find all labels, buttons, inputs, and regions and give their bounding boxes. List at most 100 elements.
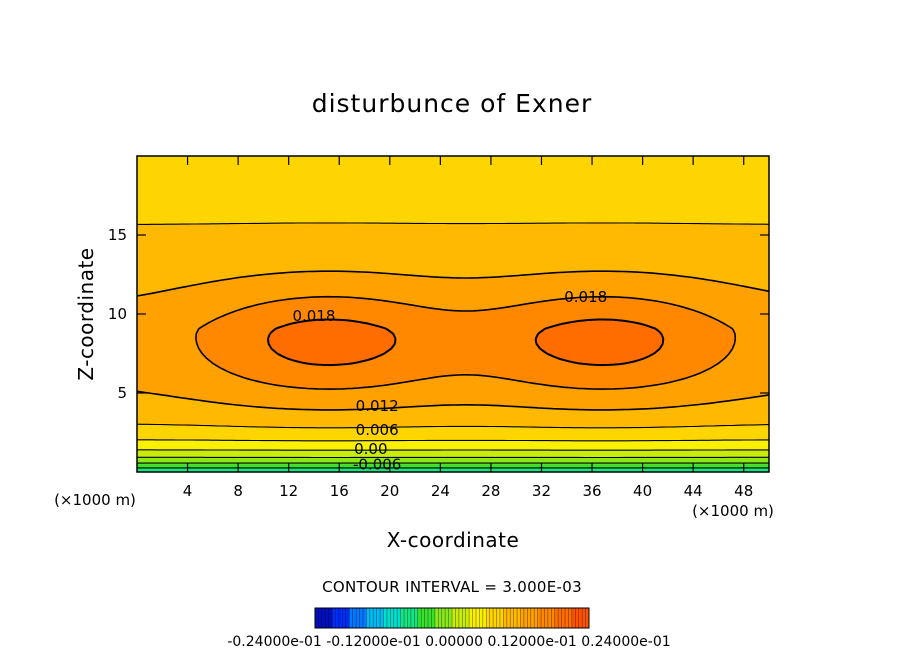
contour-line (267, 318, 665, 366)
contour-line (137, 270, 769, 411)
colorbar-frame (314, 607, 590, 629)
colorbar-cell (530, 608, 535, 628)
colorbar-cell (441, 608, 446, 628)
colorbar-cell (410, 608, 415, 628)
y-unit-note: (×1000 m) (692, 502, 774, 520)
colorbar-cell (523, 608, 528, 628)
colorbar-cell (554, 608, 559, 628)
colorbar-cell (493, 608, 497, 628)
colorbar-cell (386, 608, 391, 628)
colorbar-cell (499, 608, 504, 628)
colorbar-cell (565, 608, 569, 628)
colorbar-cell (356, 608, 360, 628)
y-tick-label: 15 (108, 226, 127, 244)
colorbar-cell (472, 608, 477, 628)
colorbar-cell (465, 608, 470, 628)
colorbar-cell (517, 608, 521, 628)
colorbar-cell (349, 608, 354, 628)
colorbar-cell (335, 608, 340, 628)
colorbar-cell (424, 608, 429, 628)
contour-line (195, 295, 737, 390)
contour-label: 0.006 (356, 421, 399, 439)
colorbar-cell (458, 608, 463, 628)
colorbar-cell (417, 608, 422, 628)
colorbar-cell (537, 608, 542, 628)
colorbar (314, 607, 590, 629)
x-tick-label: 48 (734, 482, 753, 500)
colorbar-cell (513, 608, 518, 628)
colorbar-cell (527, 608, 532, 628)
colorbar-cell (342, 608, 347, 628)
colorbar-cell (393, 608, 398, 628)
colorbar-cell (503, 608, 508, 628)
colorbar-cell (489, 608, 494, 628)
colorbar-cell (455, 608, 460, 628)
colorbar-cell (558, 608, 562, 628)
colorbar-cell (561, 608, 566, 628)
colorbar-cell (390, 608, 395, 628)
colorbar-cell (321, 608, 326, 628)
colorbar-cell (404, 608, 408, 628)
colorbar-cell (585, 608, 590, 628)
colorbar-cell (479, 608, 484, 628)
colorbar-labels: -0.24000e-01 -0.12000e-01 0.00000 0.1200… (227, 634, 670, 650)
colorbar-cell (541, 608, 545, 628)
colorbar-cell (345, 608, 350, 628)
x-tick-label: 20 (380, 482, 399, 500)
x-tick-label: 32 (532, 482, 551, 500)
colorbar-cell (452, 608, 456, 628)
colorbar-cell (510, 608, 515, 628)
colorbar-cell (438, 608, 443, 628)
contour-line (137, 439, 769, 442)
colorbar-cell (506, 608, 511, 628)
colorbar-cell (575, 608, 580, 628)
colorbar-cell (362, 608, 367, 628)
colorbar-cell (547, 608, 552, 628)
contour-interval-text: CONTOUR INTERVAL = 3.000E-03 (322, 578, 582, 596)
y-tick-label: 10 (108, 305, 127, 323)
colorbar-cell (328, 608, 333, 628)
colorbar-cell (366, 608, 371, 628)
colorbar-cell (318, 608, 323, 628)
colorbar-cell (462, 608, 467, 628)
contour-label: 0.00 (354, 440, 387, 458)
colorbar-cell (359, 608, 364, 628)
colorbar-cell (338, 608, 343, 628)
x-tick-label: 28 (481, 482, 500, 500)
colorbar-cell (482, 608, 487, 628)
colorbar-cell (578, 608, 583, 628)
colorbar-cell (428, 608, 432, 628)
contour-label: 0.012 (356, 397, 399, 415)
x-tick-label: 24 (431, 482, 450, 500)
colorbar-cell (434, 608, 439, 628)
colorbar-cell (431, 608, 436, 628)
colorbar-cell (469, 608, 473, 628)
colorbar-cell (486, 608, 491, 628)
colorbar-cell (496, 608, 501, 628)
x-tick-label: 36 (582, 482, 601, 500)
colorbar-cell (352, 608, 357, 628)
colorbar-cell (325, 608, 330, 628)
colorbar-cell (571, 608, 576, 628)
contour-lines (137, 222, 769, 469)
colorbar-cell (407, 608, 412, 628)
colorbar-cell (475, 608, 480, 628)
x-axis-label: X-coordinate (387, 528, 520, 552)
colorbar-cell (534, 608, 539, 628)
x-tick-label: 16 (330, 482, 349, 500)
colorbar-cell (421, 608, 425, 628)
filled-contour-field (137, 156, 769, 472)
contour-label: 0.018 (292, 307, 335, 325)
colorbar-cell (400, 608, 405, 628)
chart-title: disturbunce of Exner (312, 89, 593, 118)
colorbar-cell (568, 608, 573, 628)
colorbar-cell (383, 608, 388, 628)
colorbar-cell (315, 608, 319, 628)
colorbar-cell (582, 608, 586, 628)
x-unit-note: (×1000 m) (54, 491, 136, 509)
colorbar-cell (520, 608, 525, 628)
colorbar-cell (544, 608, 549, 628)
